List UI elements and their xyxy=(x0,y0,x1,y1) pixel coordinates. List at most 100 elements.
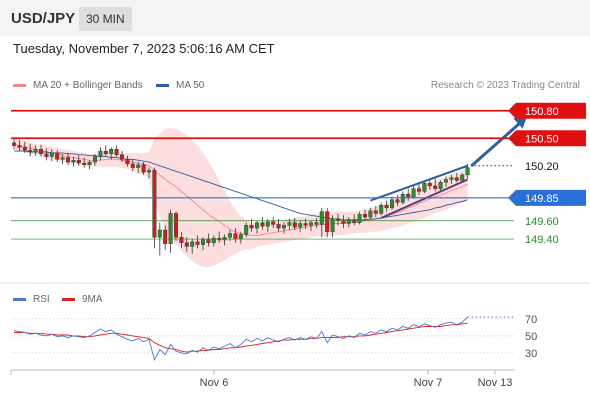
candle-body xyxy=(179,237,184,243)
candle-body xyxy=(292,222,297,228)
candle-body xyxy=(184,242,189,247)
candle-body xyxy=(190,241,195,247)
candle-body xyxy=(109,149,114,155)
candle-body xyxy=(227,233,232,238)
legend-ma50: MA 50 xyxy=(156,80,204,91)
candle-body xyxy=(60,157,65,160)
candle-body xyxy=(287,222,292,226)
candle-body xyxy=(346,219,351,224)
candle-body xyxy=(427,182,432,187)
candle-body xyxy=(352,219,357,223)
rsi-line xyxy=(13,316,468,362)
legend-ma20: MA 20 + Bollinger Bands xyxy=(13,80,143,91)
candle-body xyxy=(163,229,168,244)
candle-body xyxy=(119,154,124,160)
rsi-level-label-50: 50 xyxy=(525,331,537,343)
ma20-swatch xyxy=(13,83,26,87)
candle-body xyxy=(130,163,135,168)
candle-body xyxy=(65,157,70,163)
candle-body xyxy=(368,210,373,218)
legend-rsi: RSI xyxy=(13,294,50,305)
time-axis: Nov 6 Nov 7 Nov 13 xyxy=(10,370,513,389)
research-credit: Research © 2023 Trading Central xyxy=(430,80,580,91)
candle-body xyxy=(55,152,60,160)
level-label-150.80: 150.80 xyxy=(525,106,559,118)
candle-body xyxy=(157,229,162,238)
candle-body xyxy=(114,149,119,155)
instrument-title: USD/JPY xyxy=(11,10,76,27)
timestamp-label: Tuesday, November 7, 2023 5:06:16 AM CET xyxy=(13,41,275,56)
candle-body xyxy=(330,218,335,232)
candle-body xyxy=(449,177,454,180)
candle-body xyxy=(271,221,276,225)
ma50-line xyxy=(14,150,468,221)
candle-body xyxy=(71,160,76,163)
candle-body xyxy=(195,241,200,245)
candle-body xyxy=(265,221,270,227)
last-price-tag xyxy=(515,157,586,174)
candle-body xyxy=(363,214,368,218)
candle-body xyxy=(298,223,303,228)
candle-body xyxy=(373,210,378,214)
candle-body xyxy=(357,214,362,223)
candle-body xyxy=(411,188,416,198)
level-label-149.40: 149.40 xyxy=(525,234,559,246)
rsi-panel: 70 50 30 xyxy=(11,314,537,362)
candle-body xyxy=(444,179,449,183)
candle-body xyxy=(233,233,238,240)
candle-body xyxy=(146,170,151,173)
candle-body xyxy=(249,225,254,229)
candle-body xyxy=(141,164,146,173)
candle-body xyxy=(211,237,216,243)
rsi-level-label-70: 70 xyxy=(525,314,537,326)
candle-body xyxy=(325,211,330,232)
rsi-swatch xyxy=(13,297,26,301)
ma9-swatch xyxy=(62,297,75,301)
candle-body xyxy=(460,174,465,181)
candle-body xyxy=(406,193,411,198)
candle-body xyxy=(33,149,38,153)
candle-body xyxy=(92,156,97,163)
candle-body xyxy=(39,149,44,155)
candle-body xyxy=(82,162,87,166)
candle-body xyxy=(44,153,49,157)
last-price-label: 150.20 xyxy=(525,161,559,173)
candle-body xyxy=(244,225,249,235)
level-label-150.50: 150.50 xyxy=(525,133,559,145)
candle-body xyxy=(384,204,389,209)
candle-body xyxy=(433,185,438,189)
candle-body xyxy=(422,182,427,192)
candle-body xyxy=(282,225,287,229)
candle-body xyxy=(76,160,81,164)
candle-body xyxy=(152,170,157,238)
candle-body xyxy=(200,238,205,245)
candle-body xyxy=(465,167,470,176)
channel-upper-line xyxy=(370,164,468,202)
grid xyxy=(0,282,590,371)
candle-body xyxy=(136,164,141,168)
candle-body xyxy=(417,188,422,192)
candle-body xyxy=(260,222,265,227)
ma50-label: MA 50 xyxy=(176,80,205,91)
candle-body xyxy=(395,199,400,203)
candle-body xyxy=(17,145,22,148)
channel-lower-line xyxy=(380,178,469,219)
candle-body xyxy=(341,220,346,224)
timeframe-button[interactable]: 30 MIN xyxy=(79,7,132,31)
rsi-label: RSI xyxy=(33,294,50,305)
candle-body xyxy=(454,177,459,181)
candle-body xyxy=(22,147,27,151)
price-levels: 150.80 150.50 150.20 149.85 149.60 149.40 xyxy=(11,102,586,246)
ma50-swatch xyxy=(156,83,169,87)
candle-body xyxy=(125,159,130,165)
candle-body xyxy=(28,149,33,153)
candles xyxy=(11,138,470,256)
candle-body xyxy=(103,150,108,155)
candle-body xyxy=(11,142,16,146)
candle-body xyxy=(303,223,308,226)
level-tag-149.85 xyxy=(508,189,586,206)
level-label-149.85: 149.85 xyxy=(525,193,559,205)
time-label: Nov 7 xyxy=(414,377,443,389)
time-label: Nov 13 xyxy=(478,377,513,389)
